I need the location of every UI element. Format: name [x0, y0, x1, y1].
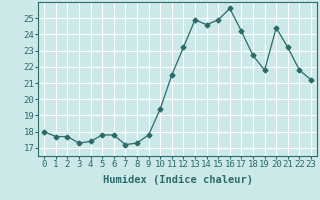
X-axis label: Humidex (Indice chaleur): Humidex (Indice chaleur) [103, 175, 252, 185]
